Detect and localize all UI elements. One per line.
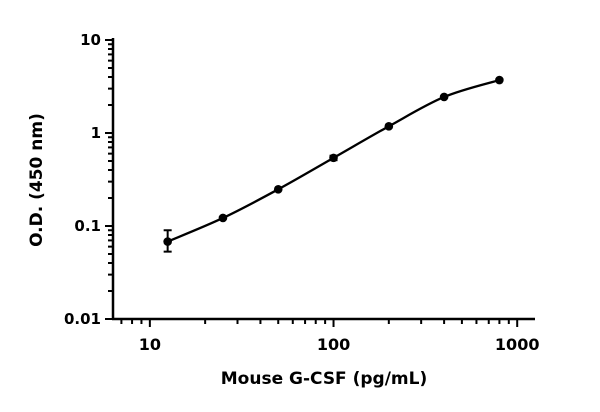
data-marks <box>163 75 504 253</box>
data-point <box>329 153 338 163</box>
y-tick-label: 10 <box>80 31 101 49</box>
y-tick-label: 0.1 <box>74 217 101 235</box>
data-point <box>218 213 228 223</box>
data-point <box>439 92 449 102</box>
data-point <box>163 237 172 246</box>
data-point <box>495 75 504 85</box>
x-tick-label: 10 <box>139 335 161 354</box>
axes: 10 100 1000 0.01 0.1 1 10 <box>64 31 539 354</box>
x-tick-label: 100 <box>317 335 350 354</box>
data-point <box>384 122 394 131</box>
y-axis-label: O.D. (450 nm) <box>27 113 47 247</box>
x-axis-label: Mouse G-CSF (pg/mL) <box>221 369 427 389</box>
x-tick-label: 1000 <box>495 335 540 354</box>
y-tick-label: 1 <box>91 124 101 142</box>
y-tick-label: 0.01 <box>64 310 101 328</box>
data-point <box>273 185 283 194</box>
